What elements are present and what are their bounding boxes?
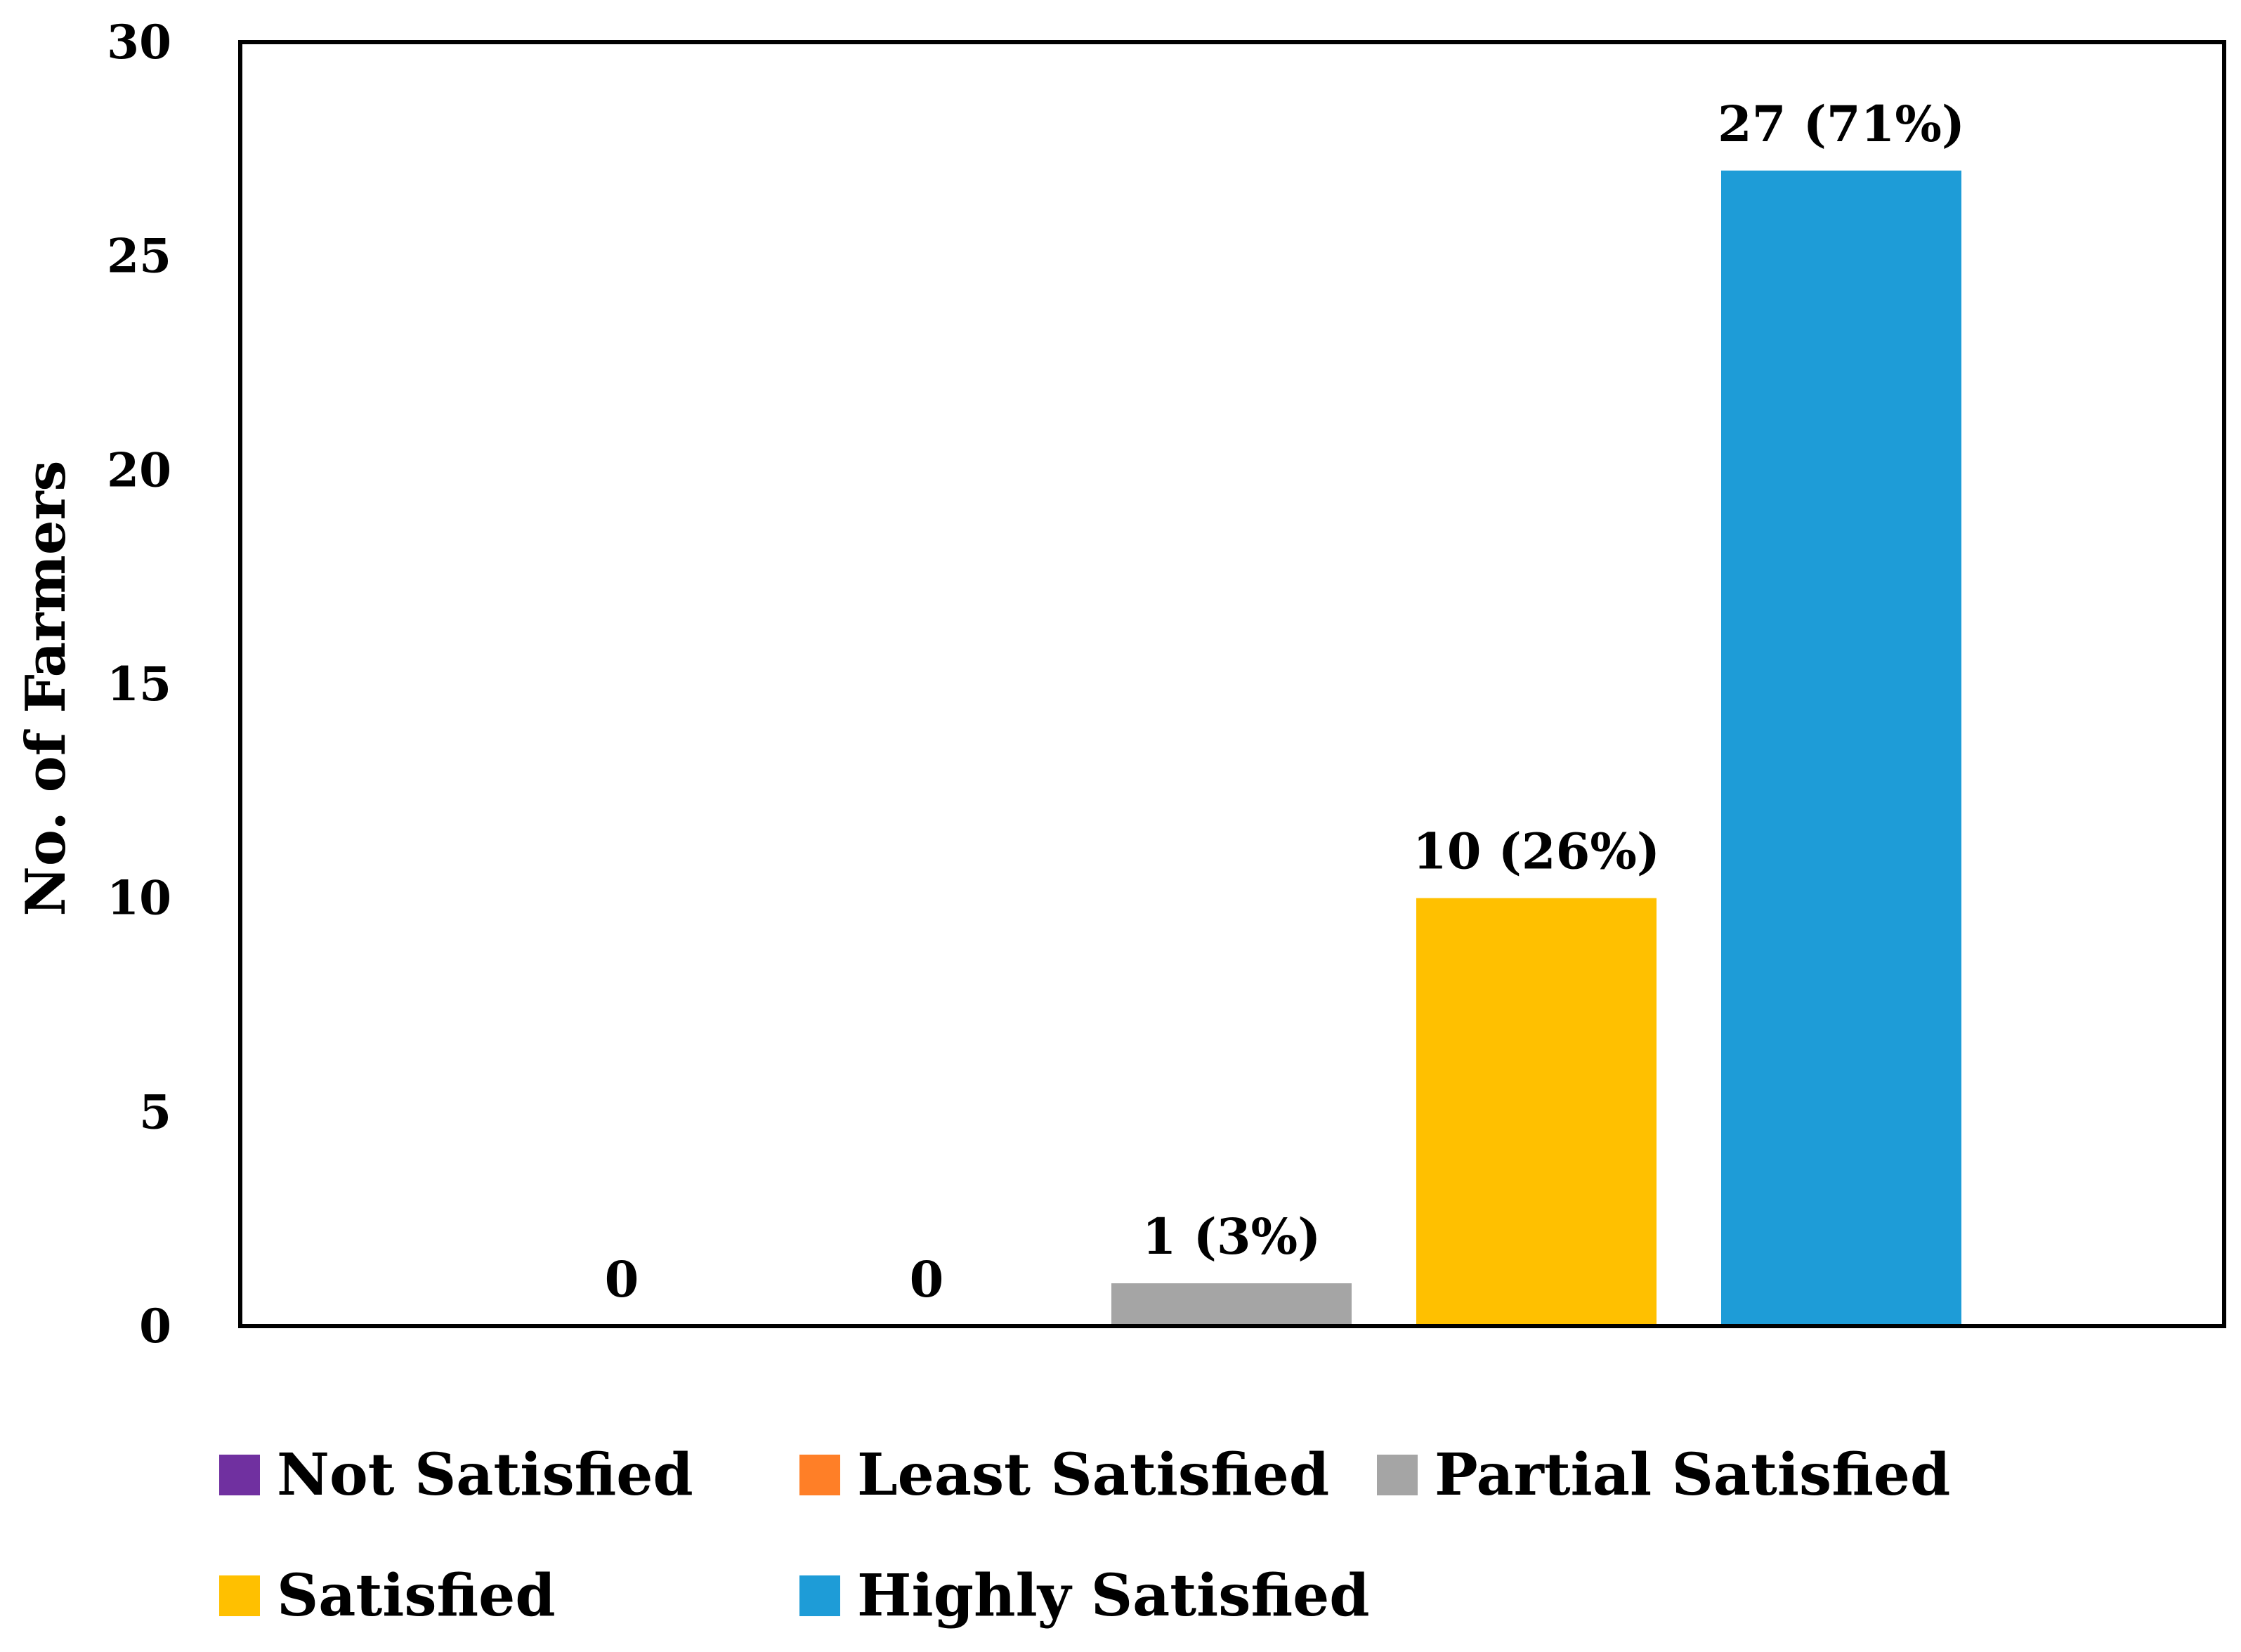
legend-swatch [799,1575,840,1616]
legend-swatch [219,1455,260,1495]
y-tick-label: 5 [139,1084,171,1139]
y-tick-label: 20 [107,442,171,497]
legend-swatch [799,1455,840,1495]
data-label: 27 (71%) [1718,95,1965,153]
legend-label: Least Satisfied [857,1441,1329,1509]
y-axis-title: No. of Farmers [14,461,78,917]
data-label: 0 [605,1250,639,1309]
bar-highly-satisfied [1721,170,1961,1326]
legend-swatch [219,1575,260,1616]
legend-label: Highly Satisfied [857,1562,1370,1630]
y-tick-label: 15 [107,657,171,712]
data-label: 0 [910,1250,944,1309]
data-label: 10 (26%) [1413,822,1660,881]
y-tick-label: 10 [107,871,171,926]
y-tick-label: 25 [107,229,171,284]
data-label: 1 (3%) [1142,1207,1321,1266]
legend-label: Partial Satisfied [1435,1441,1950,1509]
plot-area: 0 0 1 (3%) 10 (26%) 27 (71%) [238,40,2226,1328]
y-tick-label: 0 [139,1299,171,1353]
bar-partial-satisfied [1111,1283,1352,1326]
bar-satisfied [1416,898,1657,1326]
plot-border [238,40,2226,1328]
y-axis: 0 5 10 15 20 25 30 [107,15,171,1353]
legend: Not Satisfied Least Satisfied Partial Sati… [219,1441,1950,1630]
legend-label: Not Satisfied [277,1441,693,1509]
legend-swatch [1377,1455,1418,1495]
y-tick-label: 30 [107,15,171,70]
legend-label: Satisfied [277,1562,556,1630]
